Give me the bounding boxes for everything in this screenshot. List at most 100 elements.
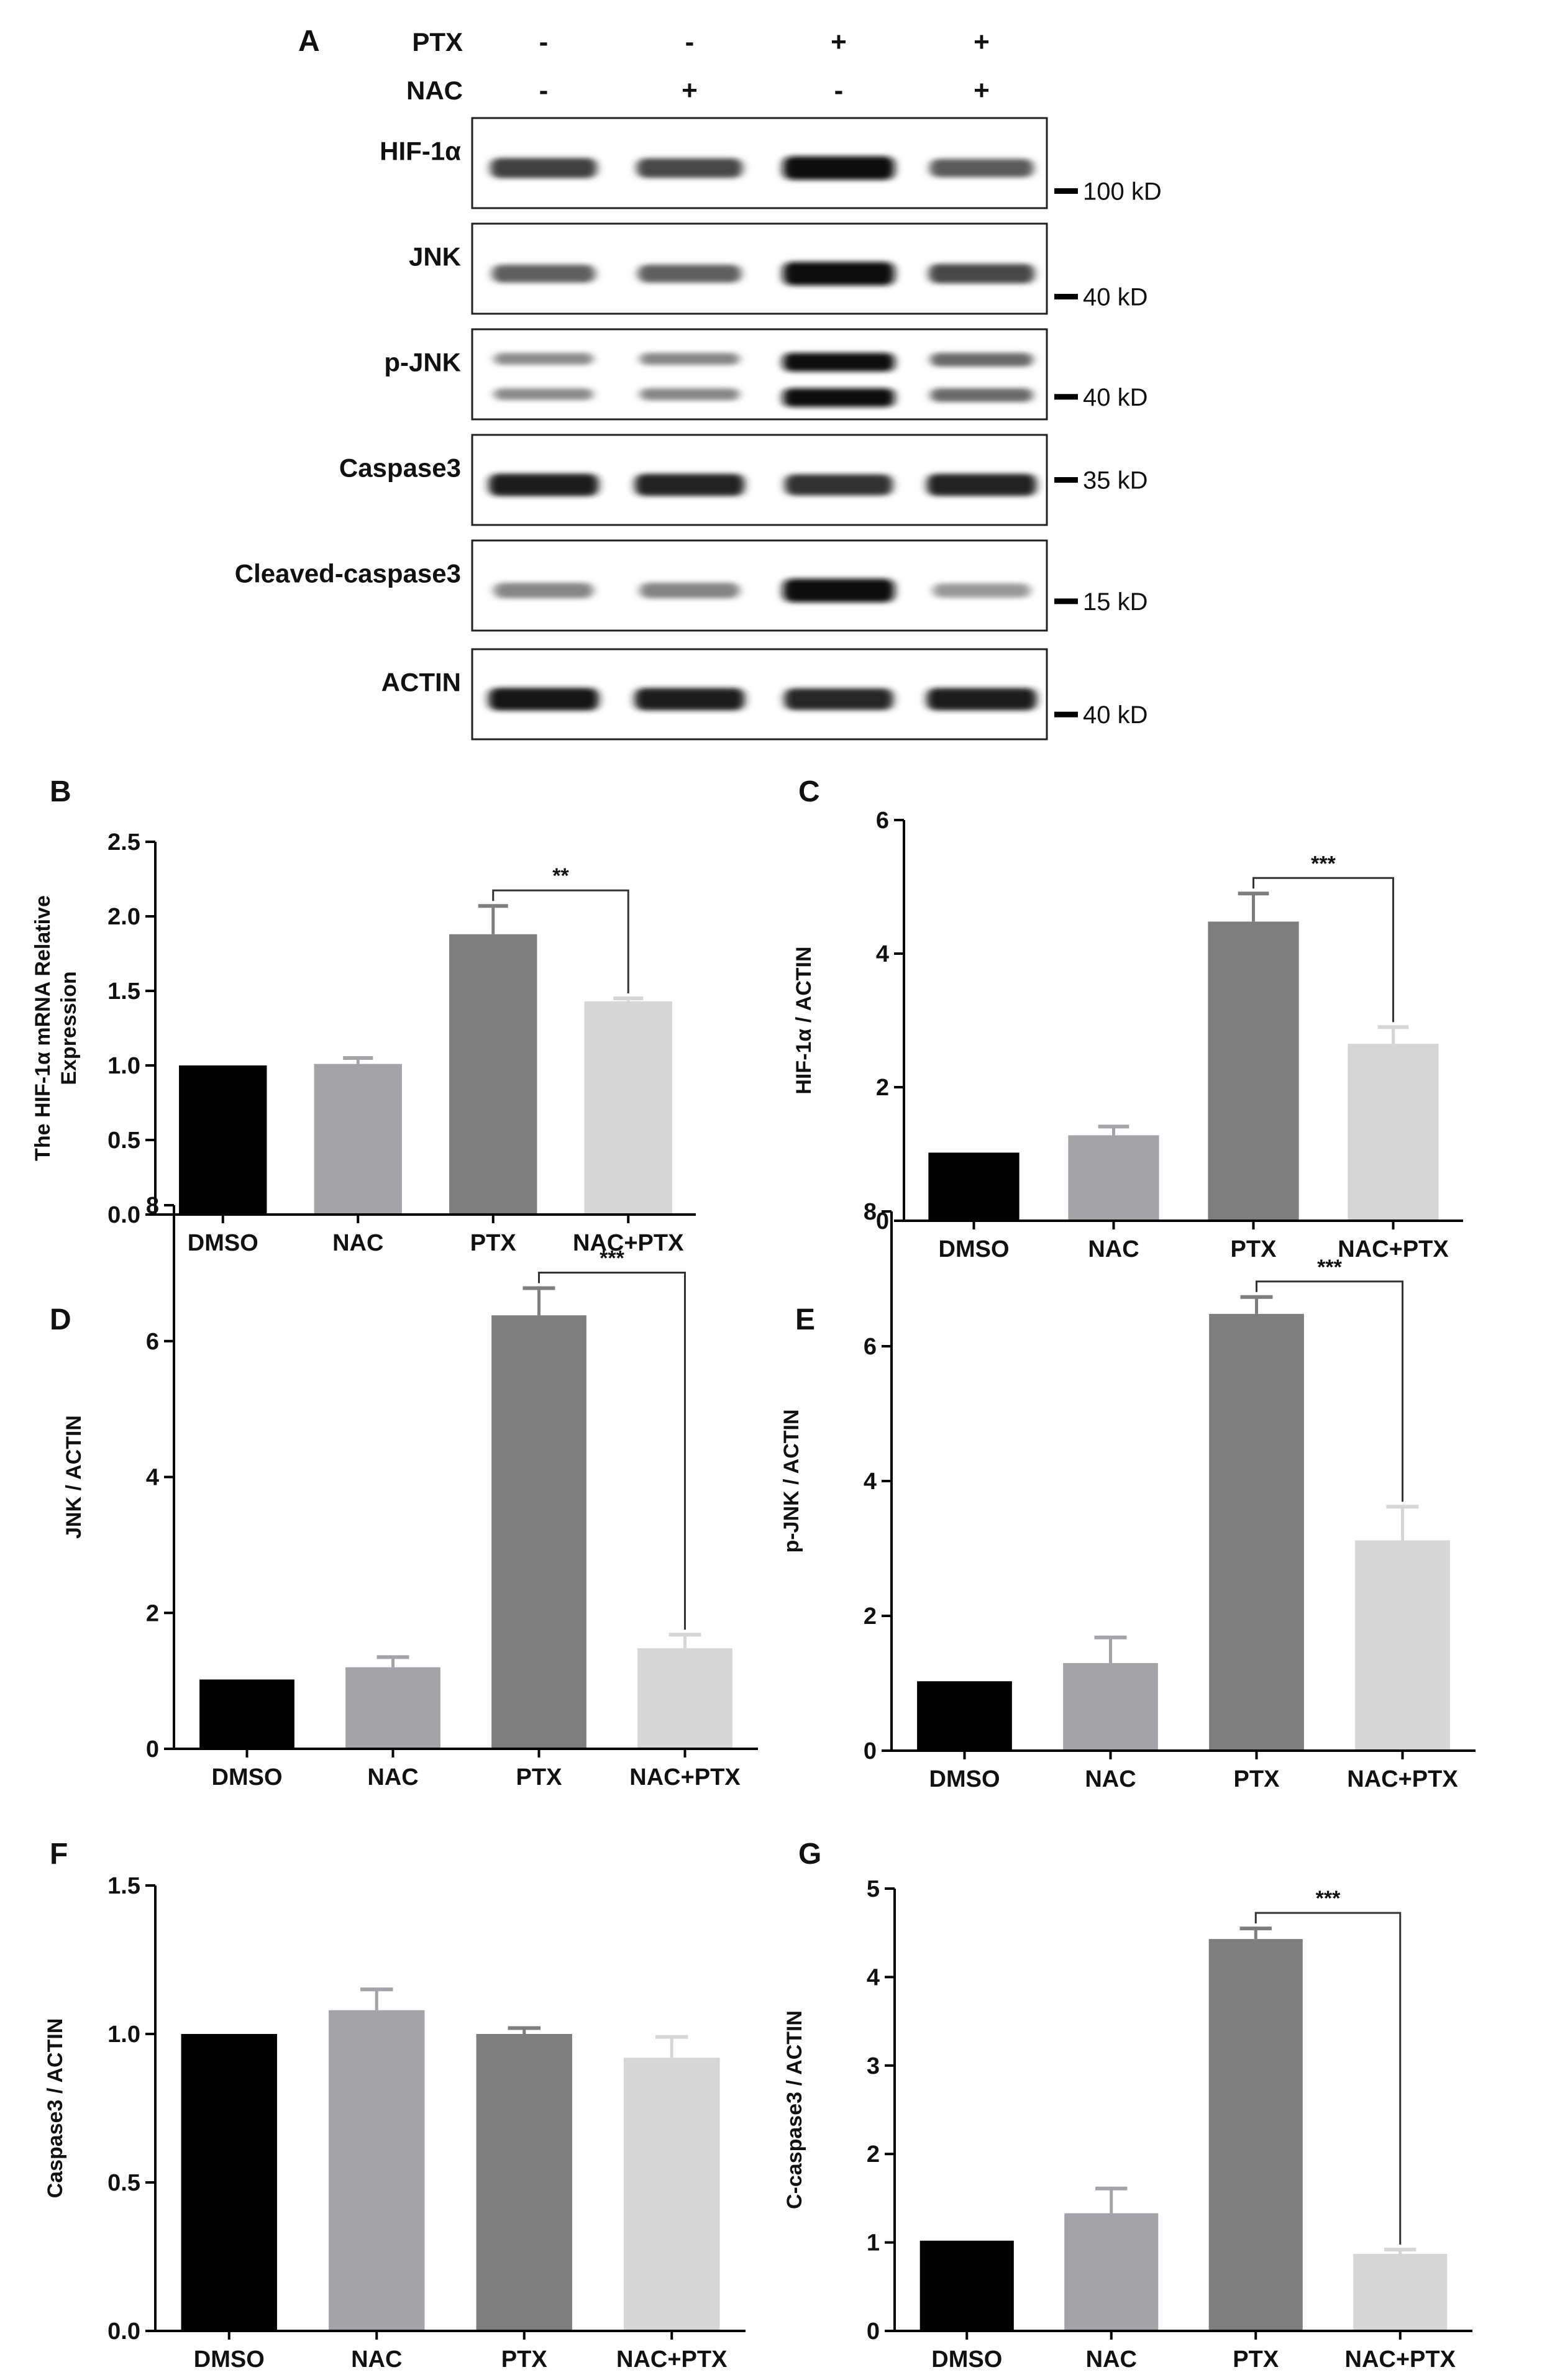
blot-band (639, 388, 740, 401)
blot-row: Cleaved-caspase3 15 kD (235, 539, 1148, 632)
significance-label: ** (552, 864, 569, 888)
y-tick-label: 4 (146, 1465, 159, 1491)
bar (181, 2034, 277, 2331)
blot-band (491, 265, 596, 283)
y-tick-label: 8 (146, 1193, 159, 1219)
y-tick-label: 8 (864, 1199, 877, 1225)
significance-bracket (1254, 1912, 1402, 2245)
y-tick-label: 0.5 (107, 1128, 140, 1154)
bar (179, 1065, 267, 1215)
y-tick-label: 0 (146, 1736, 159, 1762)
blot-band (637, 265, 742, 283)
significance-bracket (1252, 877, 1394, 1023)
y-tick-label: 0 (876, 1208, 889, 1234)
x-tick-label: DMSO (212, 1764, 283, 1790)
panel-label: E (795, 1303, 815, 1336)
blot-band (928, 263, 1035, 284)
x-tick-label: NAC (1085, 1766, 1136, 1792)
significance-label: *** (600, 1246, 624, 1270)
y-axis-label: Caspase3 / ACTIN (43, 2018, 67, 2199)
bar (917, 1681, 1012, 1751)
bar (345, 1667, 440, 1749)
blot-band (783, 156, 895, 180)
bar (314, 1064, 402, 1215)
bar (919, 2240, 1014, 2331)
blot-band (488, 688, 599, 711)
y-tick-label: 0 (864, 1738, 877, 1764)
marker-label: 15 kD (1083, 588, 1148, 616)
blot-row: HIF-1α 100 kD (380, 117, 1162, 209)
treatment-sign: + (974, 27, 990, 57)
treatment-sign: + (682, 75, 698, 106)
bar (1063, 1662, 1158, 1751)
bar (637, 1648, 732, 1749)
y-axis-label: Expression (57, 971, 81, 1085)
y-tick-label: 2.0 (107, 904, 140, 930)
blot-band (493, 583, 594, 598)
y-tick-label: 1.0 (107, 1053, 140, 1079)
blot-band (783, 578, 895, 603)
y-axis-label: The HIF-1α mRNA Relative (31, 895, 55, 1161)
x-tick-label: NAC (332, 1230, 383, 1256)
blot-band (930, 388, 1033, 402)
blot-band (930, 353, 1033, 367)
treatment-label-nac: NAC (406, 76, 463, 105)
treatment-sign: + (974, 75, 990, 106)
y-tick-label: 1.0 (107, 2022, 140, 2048)
bar (584, 1001, 672, 1215)
y-tick-label: 2 (146, 1600, 159, 1626)
y-tick-label: 1.5 (107, 978, 140, 1005)
x-tick-label: DMSO (931, 2346, 1002, 2373)
significance-label: *** (1316, 1887, 1341, 1910)
marker-label: 100 kD (1083, 178, 1162, 205)
blot-band (636, 158, 743, 178)
bar (199, 1679, 294, 1749)
blot-band (488, 473, 599, 496)
blot-band (784, 688, 893, 710)
y-tick-label: 3 (867, 2053, 880, 2079)
bar (491, 1315, 586, 1749)
y-axis-label: p-JNK / ACTIN (780, 1409, 803, 1552)
y-tick-label: 1.5 (107, 1873, 140, 1899)
x-tick-label: NAC (1086, 2346, 1137, 2373)
y-tick-label: 2.5 (107, 829, 140, 855)
y-tick-label: 6 (146, 1329, 159, 1355)
bar (1208, 921, 1299, 1221)
blot-band (926, 473, 1037, 496)
blot-band (494, 353, 593, 365)
bar (1353, 2254, 1448, 2331)
x-tick-label: NAC+PTX (1345, 2346, 1456, 2373)
blot-label: ACTIN (381, 668, 461, 697)
marker-label: 40 kD (1083, 384, 1148, 411)
x-tick-label: NAC+PTX (1347, 1766, 1458, 1792)
bar (624, 2058, 720, 2331)
bar (1355, 1540, 1450, 1751)
chart-panel-b: B 0.0 0.5 1.0 1.5 2.0 2.5 DMSO NAC PTX NAC+PTX The … (31, 775, 696, 1256)
x-tick-label: NAC+PTX (573, 1230, 684, 1256)
bar (928, 1152, 1020, 1221)
blot-band (490, 158, 597, 178)
blot-band (783, 262, 895, 286)
chart-panel-c: C 0 2 4 6 DMSO NAC PTX NAC+PTX HIF-1α / ACTIN *** (792, 775, 1463, 1262)
blot-row: Caspase3 35 kD (339, 434, 1148, 526)
x-tick-label: NAC (1088, 1236, 1139, 1262)
y-tick-label: 0 (867, 2318, 880, 2345)
chart-panel-f: F 0.0 0.5 1.0 1.5 DMSO NAC PTX NAC+PTX Caspase3 /… (43, 1838, 746, 2373)
y-axis-label: HIF-1α / ACTIN (792, 946, 816, 1094)
blot-band (634, 473, 745, 496)
panel-label: G (798, 1838, 821, 1871)
blot-band (785, 474, 893, 496)
marker-label: 40 kD (1083, 701, 1148, 729)
blot-row: JNK 40 kD (409, 222, 1148, 315)
blot-band (933, 583, 1031, 598)
blot-label: HIF-1α (380, 137, 461, 166)
y-tick-label: 2 (876, 1075, 889, 1101)
x-tick-label: PTX (1231, 1236, 1277, 1262)
x-tick-label: NAC (351, 2346, 402, 2373)
blot-label: p-JNK (384, 348, 461, 377)
y-tick-label: 5 (867, 1876, 880, 1902)
x-tick-label: NAC+PTX (629, 1764, 741, 1790)
blot-label: Cleaved-caspase3 (235, 559, 461, 588)
x-tick-label: PTX (516, 1764, 563, 1790)
